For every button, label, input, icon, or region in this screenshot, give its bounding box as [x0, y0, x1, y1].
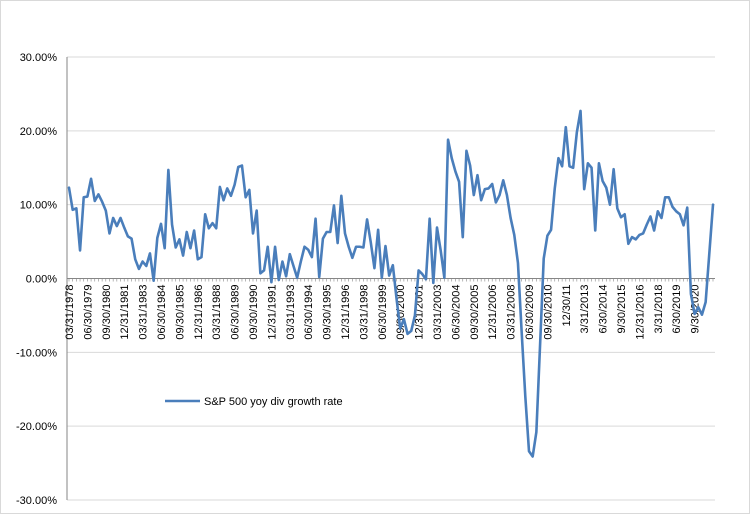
x-tick-label: 12/31/2016: [634, 285, 646, 340]
x-tick-label: 03/31/1978: [64, 285, 76, 340]
x-tick-label: 06/30/1989: [230, 285, 242, 340]
x-tick-label: 03/31/1993: [285, 285, 297, 340]
y-tick-label: -30.00%: [16, 495, 57, 507]
x-tick-label: 09/30/1990: [248, 285, 260, 340]
x-tick-label: 06/30/1984: [156, 285, 168, 340]
x-tick-label: 9/30/2015: [616, 285, 628, 334]
x-tick-label: 12/31/1991: [266, 285, 278, 340]
x-tick-label: 12/31/1981: [119, 285, 131, 340]
x-tick-label: 09/30/2010: [542, 285, 554, 340]
x-tick-label: 09/30/1995: [322, 285, 334, 340]
x-tick-label: 06/30/2009: [524, 285, 536, 340]
x-tick-label: 12/31/1986: [193, 285, 205, 340]
x-tick-label: 03/31/2003: [432, 285, 444, 340]
y-tick-label: 0.00%: [26, 274, 57, 286]
y-tick-label: 10.00%: [20, 200, 58, 212]
series-line: [67, 109, 715, 458]
y-tick-label: 20.00%: [20, 126, 58, 138]
y-tick-label: 30.00%: [20, 52, 58, 64]
x-tick-label: 3/31/2018: [653, 285, 665, 334]
x-tick-label: 6/30/2019: [671, 285, 683, 334]
x-tick-label: 03/31/1983: [138, 285, 150, 340]
x-tick-label: 09/30/1980: [101, 285, 113, 340]
x-tick-label: 09/30/1985: [174, 285, 186, 340]
x-tick-label: 12/31/1996: [340, 285, 352, 340]
x-tick-label: 09/30/2000: [395, 285, 407, 340]
x-tick-label: 6/30/2014: [598, 285, 610, 334]
y-tick-label: -10.00%: [16, 347, 57, 359]
x-tick-label: 06/30/1979: [82, 285, 94, 340]
x-tick-label: 06/30/1999: [377, 285, 389, 340]
x-tick-label: 03/31/1998: [358, 285, 370, 340]
x-tick-label: 12/31/2006: [487, 285, 499, 340]
x-tick-label: 3/31/2013: [579, 285, 591, 334]
x-tick-label: 12/30/11: [561, 285, 573, 327]
x-tick-label: 06/30/2004: [450, 285, 462, 340]
x-tick-label: 06/30/1994: [303, 285, 315, 340]
legend-label: S&P 500 yoy div growth rate: [204, 396, 343, 408]
x-tick-label: 03/31/1988: [211, 285, 223, 340]
y-tick-label: -20.00%: [16, 421, 57, 433]
x-tick-label: 03/31/2008: [506, 285, 518, 340]
x-tick-label: 09/30/2005: [469, 285, 481, 340]
